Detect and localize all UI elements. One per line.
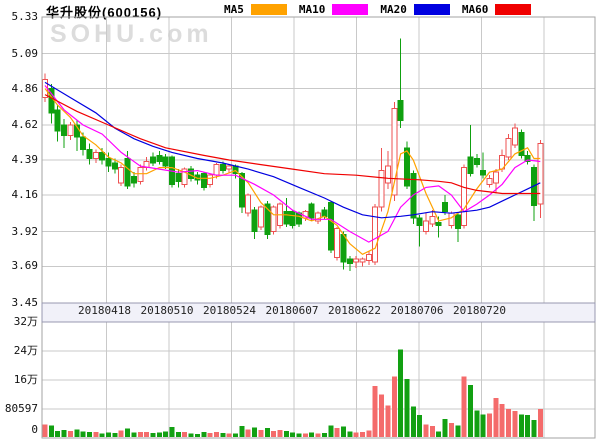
- stock-title: 华升股份(600156): [46, 5, 163, 20]
- legend-item-ma5: MA5: [224, 3, 287, 16]
- legend-swatch-ma5: [250, 4, 287, 15]
- date-label-20180622: 20180622: [328, 304, 381, 317]
- price-tick-4.16: 4.16: [11, 187, 39, 201]
- legend-label: MA10: [298, 3, 326, 16]
- legend-item-ma10: MA10: [299, 3, 369, 16]
- legend-swatch-ma20: [413, 4, 450, 15]
- volume-tick-32万: 32万: [13, 315, 38, 328]
- price-tick-4.39: 4.39: [11, 153, 39, 166]
- volume-tick-16万: 16万: [13, 373, 38, 386]
- date-label-20180607: 20180607: [265, 304, 319, 317]
- price-tick-3.92: 3.92: [11, 224, 39, 238]
- legend-swatch-ma60: [495, 4, 532, 15]
- volume-tick-80597: 80597: [4, 401, 38, 415]
- legend-item-ma20: MA20: [380, 3, 450, 16]
- price-tick-4.86: 4.86: [11, 81, 39, 95]
- volume-tick-24万: 24万: [13, 344, 38, 357]
- date-label-20180524: 20180524: [203, 304, 256, 317]
- legend-label: MA20: [380, 3, 407, 16]
- sohu-watermark: SOHU.com: [50, 20, 213, 48]
- legend-item-ma60: MA60: [462, 3, 532, 16]
- ma-legend: MA5 MA10 MA20 MA60: [224, 3, 543, 16]
- price-tick-4.62: 4.62: [11, 118, 39, 131]
- date-label-20180418: 20180418: [78, 304, 131, 317]
- price-tick-3.69: 3.69: [11, 259, 39, 273]
- volume-tick-0: 0: [31, 423, 38, 436]
- legend-label: MA5: [224, 3, 244, 16]
- legend-label: MA60: [461, 3, 489, 16]
- date-label-20180720: 20180720: [453, 304, 506, 317]
- date-label-20180510: 20180510: [140, 304, 194, 317]
- price-tick-5.33: 5.33: [11, 10, 39, 23]
- price-tick-5.09: 5.09: [11, 46, 39, 60]
- legend-swatch-ma10: [332, 4, 369, 15]
- price-tick-3.45: 3.45: [11, 296, 39, 309]
- date-label-20180706: 20180706: [390, 304, 444, 317]
